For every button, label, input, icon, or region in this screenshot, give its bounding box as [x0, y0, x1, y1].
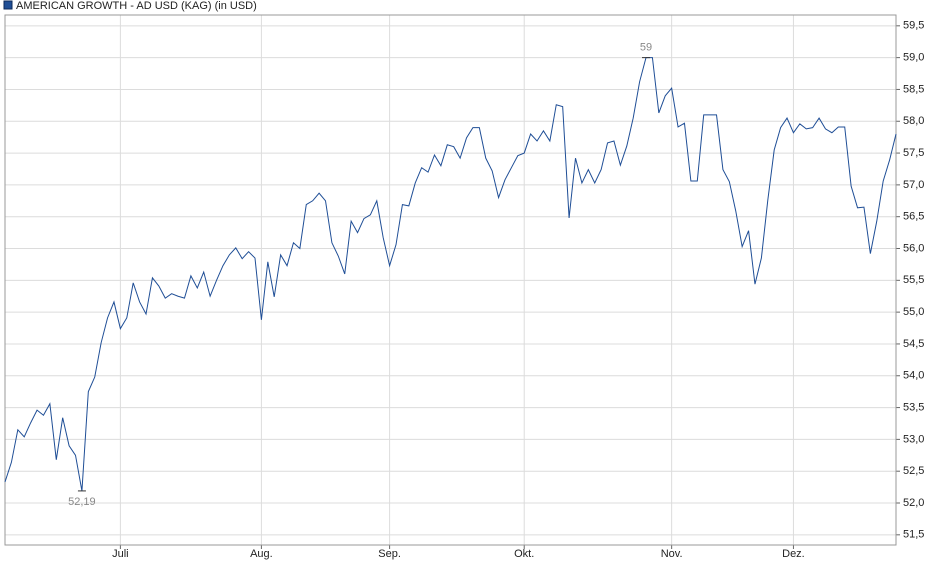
y-tick-label: 58,0	[903, 115, 924, 127]
y-tick-label: 51,5	[903, 529, 924, 541]
extreme-label: 59	[640, 42, 652, 54]
y-tick-label: 58,5	[903, 83, 924, 95]
price-line	[4, 57, 897, 492]
x-tick-label: Dez.	[782, 548, 805, 560]
y-tick-label: 55,0	[903, 306, 924, 318]
x-tick-label: Okt.	[514, 548, 534, 560]
y-tick-label: 53,5	[903, 401, 924, 413]
x-tick-label: Aug.	[250, 548, 273, 560]
y-tick-label: 52,0	[903, 497, 924, 509]
x-tick-label: Nov.	[661, 548, 683, 560]
legend-label: AMERICAN GROWTH - AD USD (KAG) (in USD)	[16, 0, 257, 12]
extreme-label: 52,19	[68, 496, 96, 508]
y-tick-label: 52,5	[903, 465, 924, 477]
y-tick-label: 59,0	[903, 52, 924, 64]
y-tick-label: 57,5	[903, 147, 924, 159]
y-tick-label: 54,0	[903, 370, 924, 382]
y-tick-label: 59,5	[903, 20, 924, 32]
y-tick-label: 54,5	[903, 338, 924, 350]
y-tick-label: 56,5	[903, 211, 924, 223]
legend-swatch	[3, 0, 13, 10]
x-tick-label: Sep.	[378, 548, 401, 560]
plot-frame	[4, 14, 897, 546]
y-tick-label: 57,0	[903, 179, 924, 191]
y-tick-label: 56,0	[903, 242, 924, 254]
x-tick-label: Juli	[112, 548, 129, 560]
y-tick-label: 55,5	[903, 274, 924, 286]
y-tick-label: 53,0	[903, 433, 924, 445]
